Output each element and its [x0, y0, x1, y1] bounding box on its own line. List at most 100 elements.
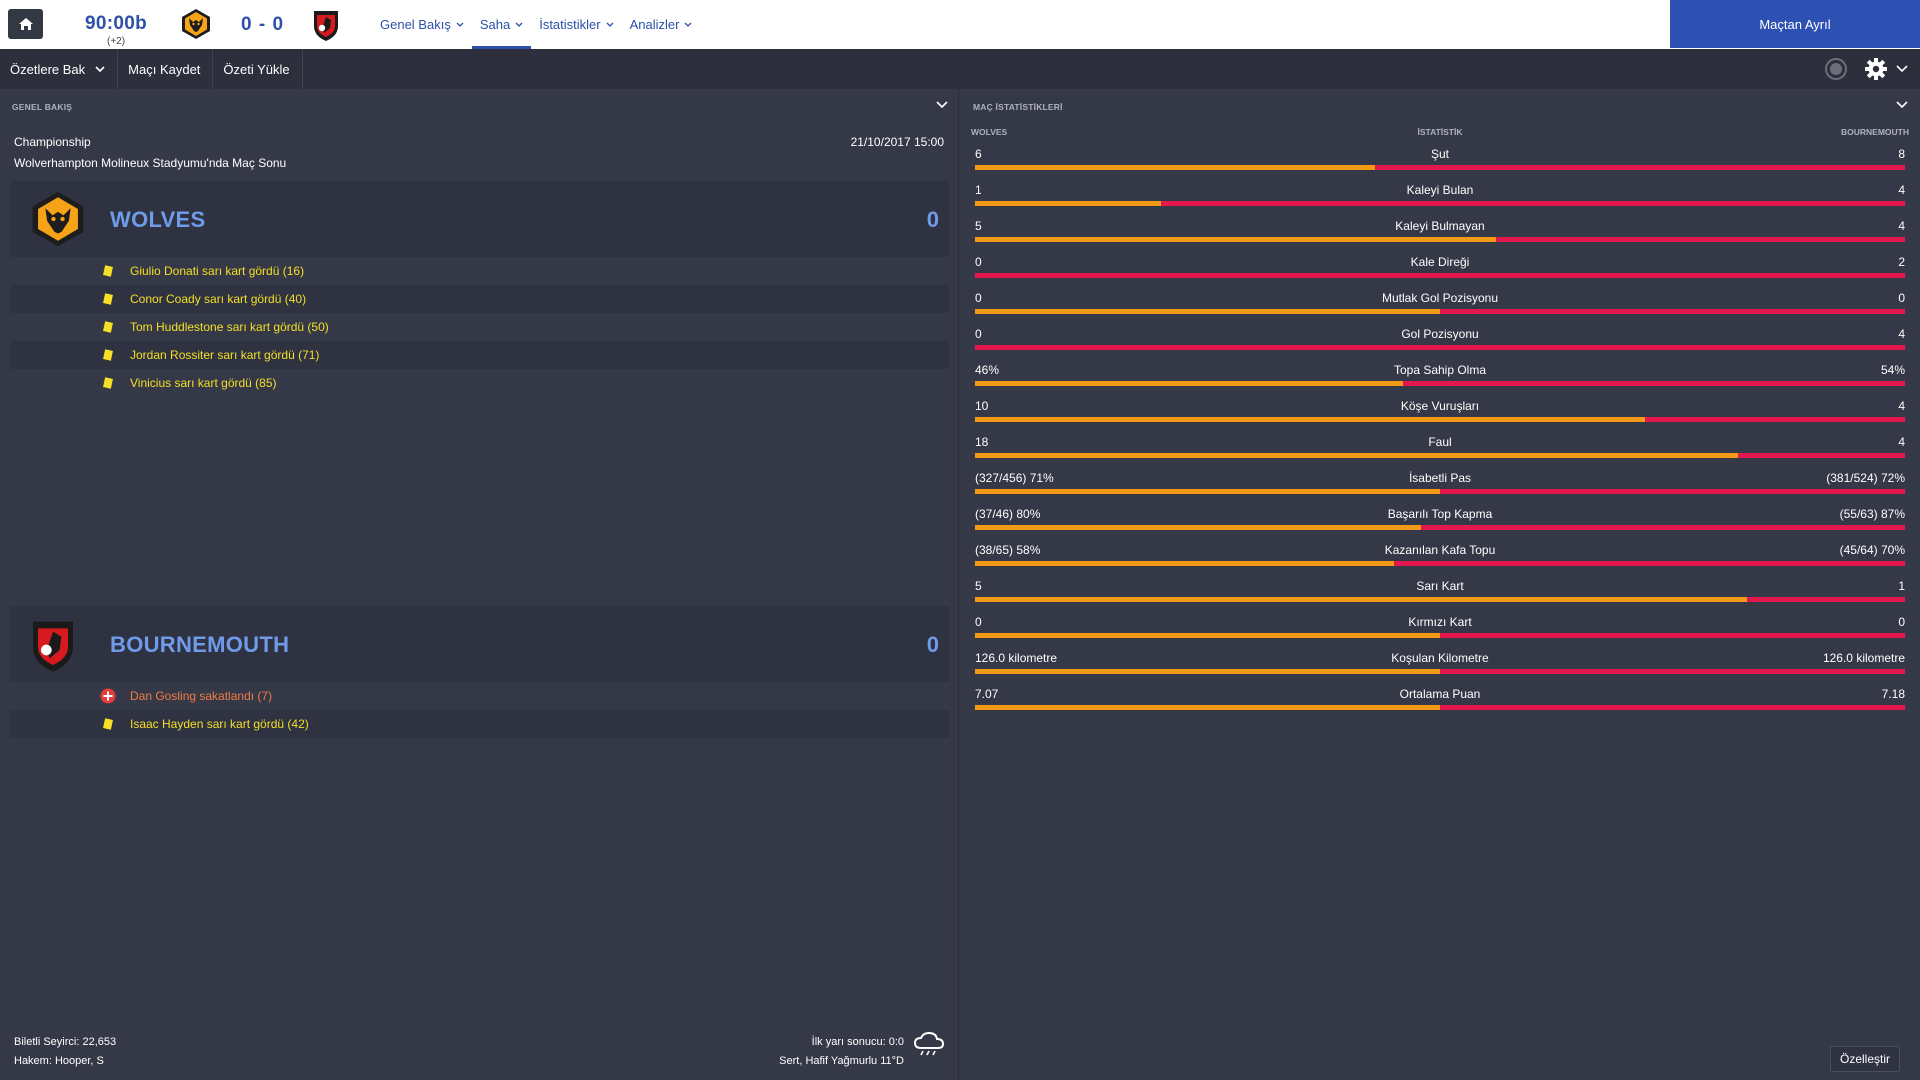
- stat-row: (38/65) 58% Kazanılan Kafa Topu (45/64) 70…: [975, 539, 1905, 575]
- injury-icon: [100, 688, 116, 704]
- chevron-down-icon: [685, 22, 692, 27]
- stat-away-bar: [1440, 705, 1905, 710]
- stat-away-bar: [1440, 633, 1905, 638]
- chevron-down-icon: [95, 66, 105, 72]
- yellow-card-icon: [103, 321, 113, 333]
- away-team-header: BOURNEMOUTH 0: [10, 606, 949, 682]
- stat-away-value: 2: [1898, 255, 1905, 269]
- stat-comparison-bar: [975, 273, 1905, 278]
- stat-name: Ortalama Puan: [1399, 687, 1481, 701]
- attendance-text: Biletli Seyirci: 22,653: [14, 1036, 117, 1048]
- stat-away-value: 1: [1898, 579, 1905, 593]
- yellow-card-icon: [103, 349, 113, 361]
- stat-name: Sarı Kart: [1416, 579, 1464, 593]
- stat-comparison-bar: [975, 237, 1905, 242]
- stat-name: Köşe Vuruşları: [1400, 399, 1480, 413]
- stat-home-value: 7.07: [975, 687, 999, 701]
- stat-home-bar: [975, 165, 1375, 170]
- stat-home-value: 0: [975, 615, 982, 629]
- match-info-left: Biletli Seyirci: 22,653 Hakem: Hooper, S: [14, 1033, 116, 1071]
- stat-home-bar: [975, 669, 1440, 674]
- list-item: Giulio Donati sarı kart gördü (16): [10, 257, 949, 285]
- list-item: Dan Gosling sakatlandı (7): [10, 682, 949, 710]
- leave-match-button[interactable]: Maçtan Ayrıl: [1670, 0, 1920, 48]
- yellow-card-icon: [103, 265, 113, 277]
- event-text: Conor Coady sarı kart gördü (40): [130, 292, 307, 306]
- home-button[interactable]: [8, 9, 43, 39]
- stats-col-home: WOLVES: [971, 127, 1008, 137]
- overview-section-title: GENEL BAKIŞ: [12, 102, 73, 112]
- stat-home-value: 0: [975, 255, 982, 269]
- chevron-down-icon[interactable]: [936, 101, 948, 109]
- stat-row: 6 Şut 8: [975, 143, 1905, 179]
- stat-comparison-bar: [975, 345, 1905, 350]
- stat-away-bar: [1440, 669, 1905, 674]
- away-team-name: BOURNEMOUTH: [110, 632, 290, 657]
- nav-label: Genel Bakış: [380, 17, 451, 32]
- stat-away-value: 4: [1898, 219, 1905, 233]
- stat-home-value: (37/46) 80%: [975, 507, 1041, 521]
- stat-row: 0 Kale Direği 2: [975, 251, 1905, 287]
- stat-row: 10 Köşe Vuruşları 4: [975, 395, 1905, 431]
- stat-away-bar: [1421, 525, 1905, 530]
- added-time: (+2): [107, 36, 126, 47]
- weather-text: Sert, Hafif Yağmurlu 11°D: [779, 1055, 904, 1067]
- stat-row: 5 Kaleyi Bulmayan 4: [975, 215, 1905, 251]
- stat-away-bar: [975, 345, 1905, 350]
- save-match-button[interactable]: Maçı Kaydet: [118, 49, 214, 89]
- yellow-card-icon: [103, 377, 113, 389]
- stat-row: 1 Kaleyi Bulan 4: [975, 179, 1905, 215]
- stat-home-bar: [975, 561, 1394, 566]
- load-summary-button[interactable]: Özeti Yükle: [213, 49, 303, 89]
- highlights-label: Özetlere Bak: [10, 61, 86, 77]
- stat-name: Mutlak Gol Pozisyonu: [1381, 291, 1499, 305]
- match-datetime: 21/10/2017 15:00: [850, 135, 944, 149]
- chevron-down-icon: [606, 22, 614, 27]
- stat-name: Şut: [1430, 147, 1449, 161]
- stat-home-value: 126.0 kilometre: [975, 651, 1058, 665]
- gear-icon[interactable]: [1864, 57, 1888, 81]
- record-icon[interactable]: [1824, 57, 1848, 81]
- stat-away-bar: [1737, 453, 1905, 458]
- home-team-name: WOLVES: [110, 207, 206, 232]
- stat-home-bar: [975, 453, 1738, 458]
- stats-col-away: BOURNEMOUTH: [1841, 127, 1909, 137]
- stat-row: (37/46) 80% Başarılı Top Kapma (55/63) 87%: [975, 503, 1905, 539]
- nav-saha[interactable]: Saha: [471, 0, 532, 49]
- stat-home-bar: [975, 201, 1161, 206]
- wolves-crest-icon: [32, 191, 84, 247]
- stat-comparison-bar: [975, 669, 1905, 674]
- venue-text: Wolverhampton Molineux Stadyumu'nda Maç …: [14, 156, 287, 170]
- nav-istatistikler[interactable]: İstatistikler: [531, 0, 621, 49]
- stat-away-bar: [1374, 165, 1905, 170]
- nav-label: Analizler: [629, 17, 680, 32]
- stat-row: 0 Mutlak Gol Pozisyonu 0: [975, 287, 1905, 323]
- stat-home-value: 6: [975, 147, 982, 161]
- away-team-block: BOURNEMOUTH 0 Dan Gosling sakatlandı (7)…: [10, 606, 949, 738]
- stat-away-bar: [1495, 237, 1905, 242]
- nav-genel-bakis[interactable]: Genel Bakış: [372, 0, 472, 49]
- nav-label: Saha: [479, 17, 511, 32]
- chevron-down-icon[interactable]: [1896, 101, 1908, 109]
- stat-home-value: 1: [975, 183, 982, 197]
- stat-comparison-bar: [975, 381, 1905, 386]
- bournemouth-crest-icon: [33, 621, 73, 672]
- chevron-down-icon: [456, 22, 464, 27]
- stat-home-bar: [975, 417, 1645, 422]
- stat-home-bar: [975, 381, 1403, 386]
- stat-row: 5 Sarı Kart 1: [975, 575, 1905, 611]
- chevron-down-icon[interactable]: [1896, 65, 1908, 73]
- nav-analizler[interactable]: Analizler: [622, 0, 701, 49]
- stats-panel: MAÇ İSTATİSTİKLERİ WOLVES İSTATİSTİK BOU…: [960, 89, 1920, 1080]
- wolves-crest-icon: [182, 9, 210, 39]
- stat-name: Topa Sahip Olma: [1393, 363, 1487, 377]
- stat-comparison-bar: [975, 705, 1905, 710]
- highlights-dropdown[interactable]: Özetlere Bak: [0, 49, 119, 89]
- toolbar-right: [1824, 49, 1920, 89]
- stat-row: (327/456) 71% İsabetli Pas (381/524) 72%: [975, 467, 1905, 503]
- stat-comparison-bar: [975, 633, 1905, 638]
- load-summary-label: Özeti Yükle: [223, 61, 290, 77]
- stat-row: 18 Faul 4: [975, 431, 1905, 467]
- customize-button[interactable]: Özelleştir: [1830, 1046, 1900, 1072]
- main-nav: Genel Bakış Saha İstatistikler Analizler: [372, 0, 700, 49]
